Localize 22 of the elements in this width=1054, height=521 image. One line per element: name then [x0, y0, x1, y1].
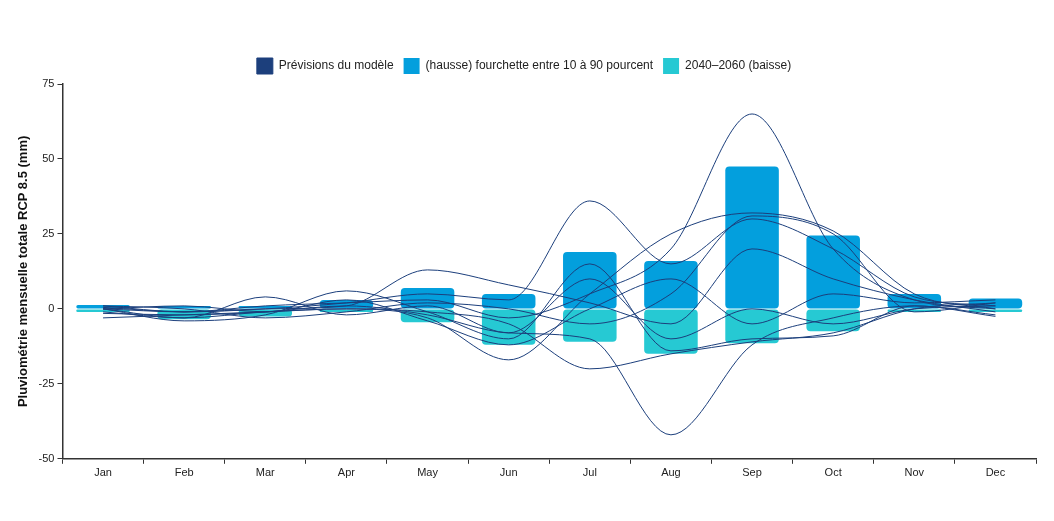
- x-tick-label: Jan: [94, 466, 112, 479]
- x-tick-label: Sep: [742, 466, 762, 479]
- legend-label: Prévisions du modèle: [278, 58, 394, 73]
- x-tick-label: Nov: [904, 466, 925, 479]
- legend-label: 2040–2060 (baisse): [685, 58, 792, 73]
- x-tick-label: Jun: [499, 466, 518, 479]
- y-tick-label: 50: [42, 151, 55, 164]
- y-tick-label: 25: [42, 226, 55, 239]
- y-tick-label: -50: [38, 451, 55, 464]
- x-tick-label: Oct: [824, 466, 842, 479]
- x-tick-label: Feb: [174, 466, 194, 479]
- x-tick-label: Mar: [255, 466, 276, 479]
- x-tick-label: Jul: [582, 466, 597, 479]
- x-tick-label: Dec: [985, 466, 1006, 479]
- legend-label: (hausse) fourchette entre 10 à 90 pourcent: [425, 58, 654, 73]
- x-tick-label: Aug: [661, 466, 681, 479]
- y-axis-title: Pluviométrie mensuelle totale RCP 8.5 (mm): [15, 135, 31, 408]
- x-tick-label: May: [417, 466, 439, 479]
- y-tick-label: -25: [38, 376, 55, 389]
- x-tick-label: Apr: [337, 466, 356, 479]
- y-tick-label: 0: [48, 301, 55, 314]
- y-tick-label: 75: [42, 77, 55, 90]
